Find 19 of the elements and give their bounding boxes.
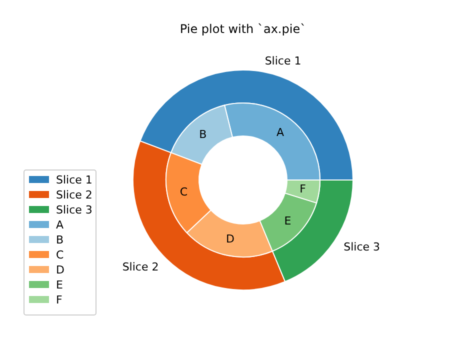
legend-label: Slice 1 — [56, 174, 92, 186]
legend-label: B — [56, 234, 64, 246]
slice-label: B — [199, 128, 207, 142]
slice-label: Slice 1 — [264, 54, 302, 68]
slice-label: C — [180, 185, 188, 198]
legend-label: F — [56, 294, 62, 306]
legend-label: C — [56, 248, 64, 262]
legend-label: E — [56, 278, 63, 292]
slice-label: Slice 3 — [344, 240, 380, 254]
slice-label: E — [284, 214, 292, 228]
legend-label: D — [56, 264, 64, 276]
slice-label: A — [276, 126, 285, 139]
legend-label: Slice 2 — [56, 188, 92, 202]
slice-label: F — [300, 182, 306, 196]
legend-label: A — [56, 218, 64, 232]
legend-label: Slice 3 — [56, 204, 92, 216]
slice-label: Slice 2 — [122, 260, 159, 274]
chart-title: Pie plot with `ax.pie` — [180, 22, 306, 36]
slice-label: D — [226, 232, 235, 246]
